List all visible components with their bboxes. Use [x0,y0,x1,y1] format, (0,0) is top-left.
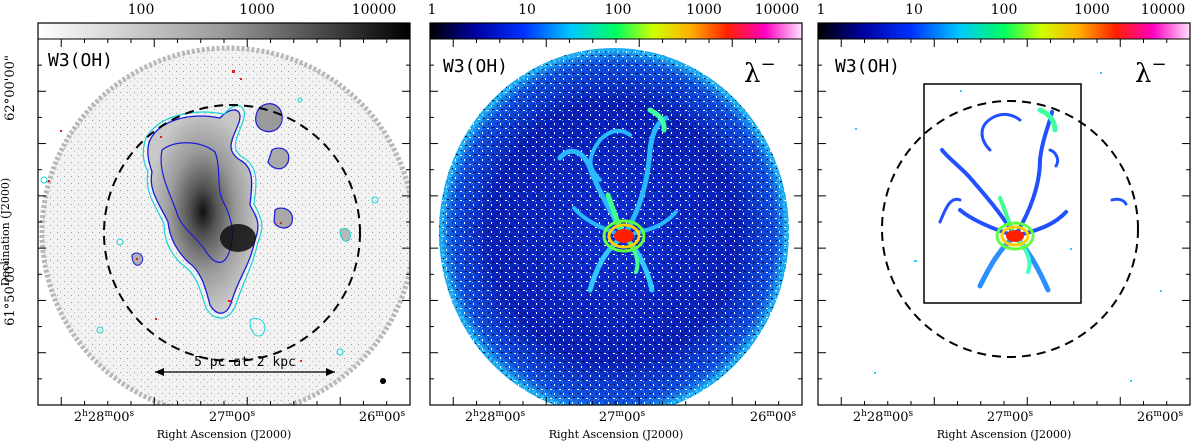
colorbar-1 [37,22,411,40]
x-tick-p1-27m00s: 27m00s [209,409,256,425]
panel-3-image [855,72,1162,382]
colorbar-3 [817,22,1191,40]
x-axis-title-p3: Right Ascension (J2000) [937,428,1072,441]
colorbar-3-tick-10: 10 [905,2,923,18]
panel-3-lambda-superscript: − [1151,54,1166,75]
cloud-emission [147,109,259,314]
y-tick-61-50: 61°50'00" [3,260,18,326]
panel-3-zoom-box [923,83,1082,304]
panel-2-lambda-symbol: λ [744,59,760,89]
colorbar-3-tick-1000: 1000 [1074,2,1110,18]
x-axis-title-p1: Right Ascension (J2000) [157,428,292,441]
panel-3-title: W3(OH) [835,56,900,77]
panel-1-title: W3(OH) [48,50,113,71]
colorbar-3-tick-1: 1 [817,2,826,18]
x-tick-p2-26m00s: 26m00s [750,409,797,425]
y-tick-62-00: 62°00'00" [3,55,18,121]
colorbar-2-tick-1: 1 [428,2,437,18]
colorbar-3-tick-100: 100 [991,2,1018,18]
x-tick-p2-2h28m00s: 2h28m00s [465,409,526,425]
x-tick-p3-26m00s: 26m00s [1137,409,1184,425]
panel-1-aperture-circle [103,104,361,362]
colorbar-2 [429,22,803,40]
scale-bar [155,368,335,376]
x-tick-p1-2h28m00s: 2h28m00s [74,409,135,425]
x-tick-p3-2h28m00s: 2h28m00s [853,409,914,425]
x-axis-title-p2: Right Ascension (J2000) [549,428,684,441]
x-tick-p1-26m00s: 26m00s [359,409,406,425]
panel-2-lambda-superscript: − [760,54,775,75]
y-axis-title: Declination (J2000) [0,178,12,286]
colorbar-3-tick-10000: 10000 [1141,2,1186,18]
colorbar-2-tick-1000: 1000 [686,2,722,18]
panel-3-filaments [938,107,1128,293]
colorbar-1-tick-10000: 10000 [352,2,397,18]
beam-marker [380,378,386,384]
panel-3-aperture-circle [881,100,1139,358]
cyan-contour-specks [40,97,379,356]
colorbar-1-tick-1000: 1000 [239,2,275,18]
axis-ticks [37,38,1191,406]
panel-2-lambda-label: λ− [744,54,776,89]
colorbar-1-tick-100: 100 [128,2,155,18]
panel-2-title: W3(OH) [443,56,508,77]
colorbar-2-tick-10000: 10000 [755,2,800,18]
panel-2-image [439,48,789,405]
x-tick-p3-27m00s: 27m00s [987,409,1034,425]
panel-3-specks [855,72,1162,382]
panel-3-lambda-label: λ− [1135,54,1167,89]
colorbar-2-tick-100: 100 [605,2,632,18]
panel-3-lambda-symbol: λ [1135,59,1151,89]
scale-bar-label: 5 pc at 2 kpc [194,355,296,370]
colorbar-2-tick-10: 10 [518,2,536,18]
x-tick-p2-27m00s: 27m00s [599,409,646,425]
red-contour-specks [48,70,302,362]
